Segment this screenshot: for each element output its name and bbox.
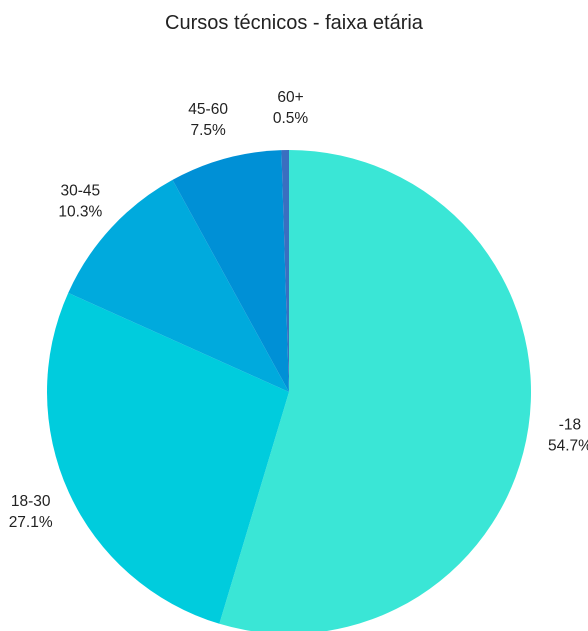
pie-slice-18 xyxy=(219,150,531,631)
pie-slice-45-60 xyxy=(172,150,289,392)
slice-label: 30-45 xyxy=(60,182,100,199)
slice-label: 18-30 xyxy=(11,493,51,510)
slice-percent-label: 10.3% xyxy=(58,203,102,220)
slice-percent-label: 7.5% xyxy=(190,122,226,139)
slice-percent-label: 0.5% xyxy=(273,110,309,127)
slice-percent-label: 27.1% xyxy=(9,514,53,531)
slice-percent-label: 54.7% xyxy=(548,437,588,454)
slice-label: 60+ xyxy=(277,89,303,106)
pie-slice-30-45 xyxy=(68,179,290,392)
pie-slice-18-30 xyxy=(47,292,290,624)
pie-slice-60 xyxy=(281,150,289,392)
slice-label: -18 xyxy=(559,416,581,433)
slice-label: 45-60 xyxy=(188,101,228,118)
chart-title: Cursos técnicos - faixa etária xyxy=(165,12,423,34)
